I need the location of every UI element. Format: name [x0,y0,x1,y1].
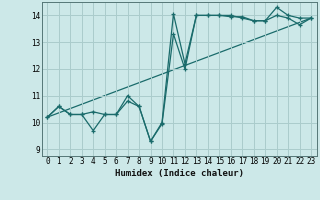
X-axis label: Humidex (Indice chaleur): Humidex (Indice chaleur) [115,169,244,178]
